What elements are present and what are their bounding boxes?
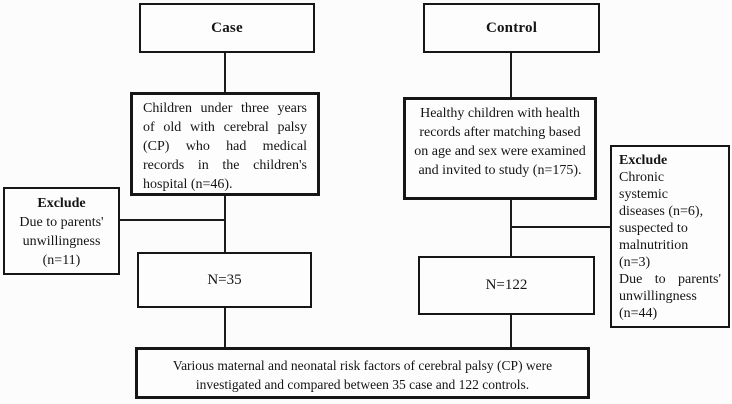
control-exclude-line: diseases (n=6), [619,204,704,219]
control-result-label: N=122 [485,277,528,293]
control-exclude-line: malnutrition [619,238,689,253]
connector-description-to-n122 [510,200,512,256]
control-description-box: Healthy children with health records aft… [403,97,597,200]
connector-case-to-description [224,53,226,92]
control-exclude-line: Due to parents' [619,272,721,287]
conclusion-text: Various maternal and neonatal risk facto… [172,358,553,392]
connector-description-to-n35 [224,196,226,252]
control-exclude-line: (n=44) [619,306,658,321]
case-exclude-line: unwillingness [22,234,101,249]
case-description-box: Children under three years of old with c… [130,92,320,196]
control-exclude-header: Exclude [619,153,668,168]
case-result-label: N=35 [207,271,242,288]
control-description-text: Healthy children with health records aft… [414,106,586,178]
control-exclude-line: (n=3) [619,255,651,270]
control-exclude-line: Chronic [619,170,665,185]
case-title-box: Case [139,3,315,53]
control-exclude-line: suspected to [619,221,688,236]
case-description-text: Children under three years of old with c… [143,101,307,192]
case-result-box: N=35 [137,252,312,308]
control-exclude-box: Exclude Chronic systemic diseases (n=6),… [610,145,730,328]
case-exclude-box: Exclude Due to parents' unwillingness (n… [3,187,120,275]
connector-n122-to-conclusion [510,315,512,347]
control-result-box: N=122 [418,256,595,315]
conclusion-box: Various maternal and neonatal risk facto… [135,347,590,399]
control-title-label: Control [485,19,538,36]
control-exclude-line: unwillingness [619,289,697,304]
control-title-box: Control [423,3,600,53]
connector-control-to-description [510,53,512,97]
case-exclude-line: (n=11) [42,253,81,268]
case-title-label: Case [211,19,243,36]
control-exclude-line: systemic [619,187,668,202]
connector-exclude-right-branch [511,226,610,228]
connector-n35-to-conclusion [224,308,226,347]
case-exclude-line: Due to parents' [19,215,104,230]
case-exclude-header: Exclude [37,196,86,211]
connector-exclude-left-branch [120,219,226,221]
